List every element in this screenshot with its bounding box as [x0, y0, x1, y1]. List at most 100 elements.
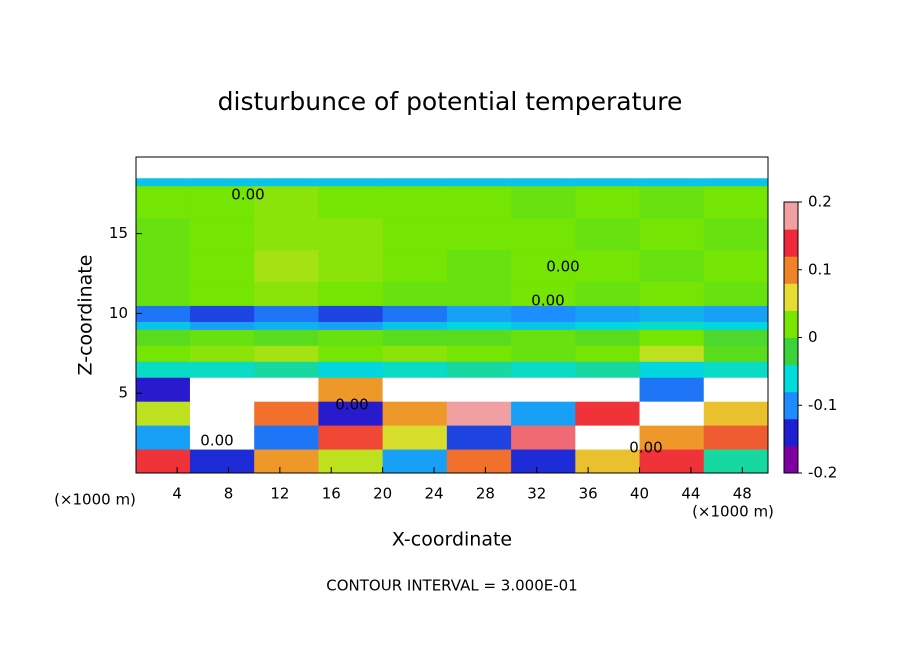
colorbar-tick-label: -0.1: [808, 396, 837, 414]
field-cell: [382, 401, 448, 426]
colorbar-segment: [784, 364, 798, 393]
contour-label: 0.00: [335, 396, 368, 414]
field-cell: [511, 377, 576, 402]
field-cell: [639, 401, 705, 426]
field-cell: [382, 361, 448, 378]
field-cell: [136, 185, 191, 219]
field-cell: [575, 449, 641, 474]
field-cell: [189, 177, 255, 187]
field-cell: [318, 249, 384, 282]
field-cell: [318, 217, 384, 251]
field-cell: [703, 345, 769, 362]
x-axis-label: X-coordinate: [392, 529, 512, 551]
field-cell: [639, 177, 705, 187]
field-cell: [511, 361, 576, 378]
y-tick-label: 5: [118, 384, 128, 402]
field-cell: [189, 281, 255, 306]
field-cell: [446, 329, 512, 346]
contour-label: 0.00: [231, 186, 264, 204]
field-cell: [639, 361, 705, 378]
field-cell: [254, 217, 319, 251]
field-cell: [189, 185, 255, 219]
field-cell: [446, 185, 512, 219]
field-cell: [189, 449, 255, 474]
field-cell: [575, 177, 641, 187]
field-cell: [511, 281, 576, 306]
field-cell: [189, 425, 255, 450]
field-cell: [575, 157, 641, 179]
field-cell: [254, 377, 319, 402]
contour-label: 0.00: [546, 258, 579, 276]
field-cell: [318, 185, 384, 219]
colorbar-segment: [784, 445, 798, 474]
field-cell: [511, 249, 576, 282]
field-cell: [382, 281, 448, 306]
field-cell: [639, 185, 705, 219]
field-cell: [382, 177, 448, 187]
field-cell: [136, 281, 191, 306]
field-cell: [511, 449, 576, 474]
field-cell: [136, 177, 191, 187]
field-cell: [318, 361, 384, 378]
y-unit-label: (×1000 m): [54, 491, 136, 509]
field-cell: [446, 449, 512, 474]
y-tick-label: 10: [109, 304, 128, 322]
field-cell: [318, 329, 384, 346]
x-tick-label: 20: [373, 485, 392, 503]
field-cell: [575, 305, 641, 322]
field-cell: [446, 249, 512, 282]
field-cell: [189, 401, 255, 426]
field-cell: [189, 321, 255, 330]
field-cell: [446, 401, 512, 426]
field-cell: [575, 249, 641, 282]
field-cell: [254, 449, 319, 474]
field-cell: [511, 177, 576, 187]
field-cell: [511, 217, 576, 251]
x-tick-label: 40: [630, 485, 649, 503]
field-cell: [575, 185, 641, 219]
field-cell: [446, 321, 512, 330]
field-cell: [703, 425, 769, 450]
field-cell: [254, 425, 319, 450]
field-cell: [703, 305, 769, 322]
colorbar-tick-label: 0.2: [808, 193, 832, 211]
footer-note: CONTOUR INTERVAL = 3.000E-01: [326, 577, 577, 595]
field-cell: [318, 425, 384, 450]
field-cell: [703, 449, 769, 474]
field-cell: [254, 329, 319, 346]
field-cell: [136, 157, 191, 179]
field-cell: [575, 425, 641, 450]
field-cell: [382, 157, 448, 179]
field-cell: [254, 157, 319, 179]
field-cell: [703, 157, 769, 179]
field-cell: [511, 345, 576, 362]
field-cell: [511, 185, 576, 219]
field-cell: [318, 177, 384, 187]
x-tick-label: 44: [681, 485, 700, 503]
field-cell: [318, 401, 384, 426]
colorbar-tick-label: 0.1: [808, 260, 832, 278]
field-cell: [189, 217, 255, 251]
field-cell: [446, 425, 512, 450]
field-cell: [136, 305, 191, 322]
field-cell: [318, 321, 384, 330]
field-cell: [382, 345, 448, 362]
field-cell: [639, 345, 705, 362]
y-axis-label: Z-coordinate: [75, 255, 97, 376]
field-cell: [254, 305, 319, 322]
field-cell: [189, 361, 255, 378]
field-cell: [639, 281, 705, 306]
field-cell: [639, 249, 705, 282]
field-cell: [189, 345, 255, 362]
field-cell: [318, 377, 384, 402]
field-cell: [136, 377, 191, 402]
field-cell: [446, 217, 512, 251]
field-cell: [318, 281, 384, 306]
plot-frame: [135, 156, 769, 474]
x-tick-label: 12: [270, 485, 289, 503]
colorbar-segment: [784, 418, 798, 447]
field-cell: [703, 377, 769, 402]
field-cell: [382, 321, 448, 330]
field-cell: [446, 345, 512, 362]
